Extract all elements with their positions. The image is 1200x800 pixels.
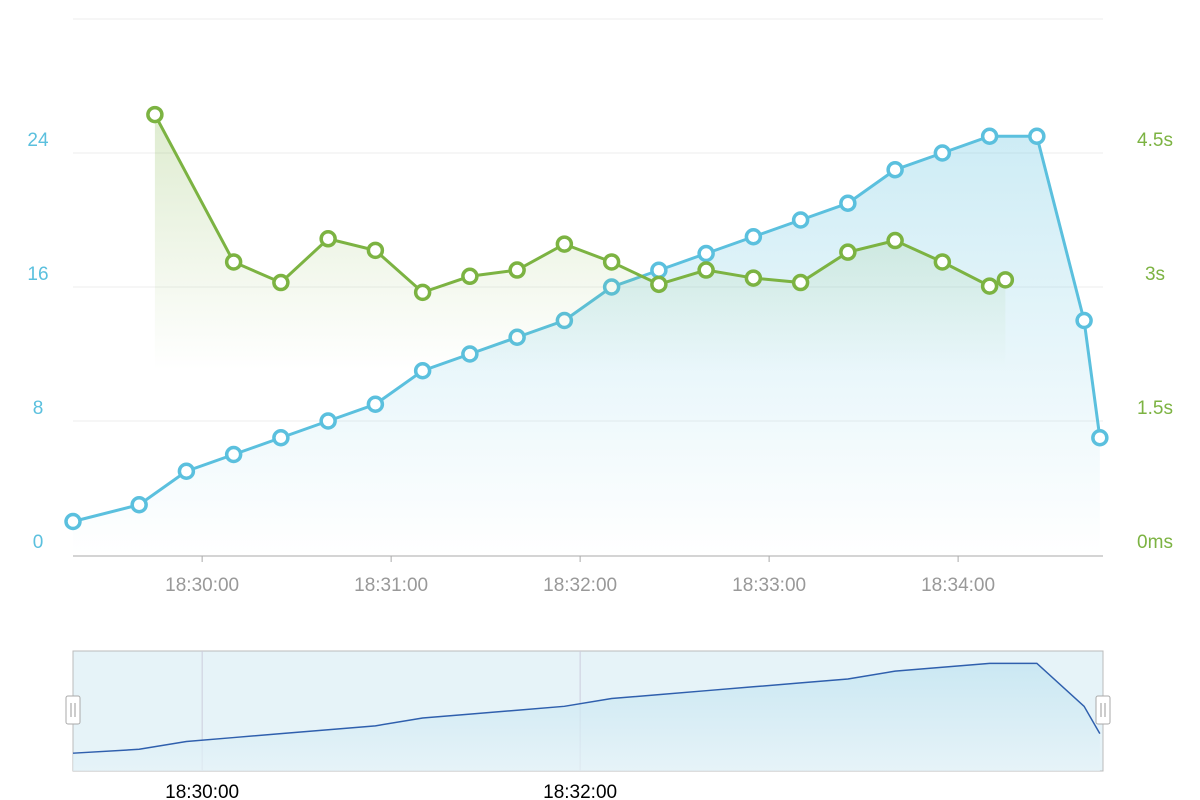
slider-handle[interactable] — [1095, 695, 1111, 725]
point — [886, 161, 904, 179]
point — [366, 241, 385, 260]
y-tick-label: 8 — [33, 398, 44, 419]
point — [555, 235, 574, 253]
point — [224, 253, 243, 271]
point — [64, 512, 82, 531]
point — [1075, 311, 1093, 330]
area — [154, 114, 1006, 370]
x-tick-label: 18:31:00 — [354, 575, 428, 596]
point — [224, 445, 243, 464]
point — [980, 127, 999, 145]
point — [319, 230, 337, 248]
x-tick-label: 18:33:00 — [732, 575, 806, 596]
y2-tick-label: 1.5s — [1137, 398, 1173, 419]
point — [996, 271, 1015, 289]
point — [744, 228, 763, 246]
y-tick-label: 0 — [33, 532, 44, 553]
point — [791, 273, 810, 292]
point — [839, 194, 857, 212]
point — [413, 283, 432, 302]
slider-tick-label: 18:30:00 — [165, 782, 239, 800]
point — [697, 244, 715, 263]
point — [1091, 429, 1109, 447]
slider-area — [73, 663, 1100, 771]
x-tick-label: 18:32:00 — [543, 575, 617, 596]
slider-line — [72, 662, 1101, 754]
point — [366, 395, 385, 413]
point — [839, 243, 857, 261]
point — [177, 462, 196, 480]
x-tick-label: 18:34:00 — [921, 575, 995, 596]
point — [650, 261, 668, 279]
x-tick-label: 18:30:00 — [165, 575, 239, 596]
point — [146, 105, 164, 124]
point — [697, 261, 715, 279]
y2-tick-label: 3s — [1145, 264, 1165, 285]
slider-handle[interactable] — [65, 695, 81, 725]
point — [980, 277, 999, 295]
point — [319, 412, 337, 430]
point — [272, 429, 290, 447]
point — [933, 253, 952, 271]
point — [744, 269, 763, 287]
y2-tick-label: 0ms — [1137, 532, 1173, 553]
y2-tick-label: 4.5s — [1137, 130, 1173, 151]
point — [650, 275, 668, 294]
y-tick-label: 16 — [27, 264, 48, 285]
point — [461, 267, 479, 286]
point — [130, 496, 148, 514]
point — [791, 211, 810, 229]
point — [933, 144, 952, 162]
slider-tick-label: 18:32:00 — [543, 782, 617, 800]
point — [272, 273, 290, 292]
point — [602, 253, 621, 271]
point — [508, 261, 526, 279]
point — [886, 231, 904, 250]
y-tick-label: 24 — [27, 130, 49, 151]
point — [1028, 127, 1046, 145]
